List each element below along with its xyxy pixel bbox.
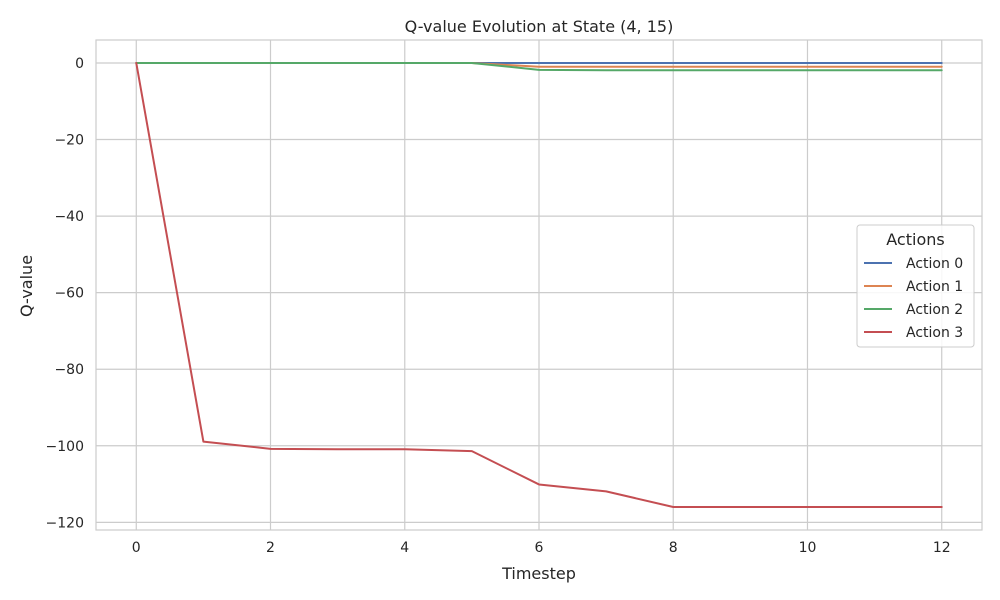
chart-title: Q-value Evolution at State (4, 15)	[405, 17, 674, 36]
plot-frame	[95, 39, 983, 531]
y-tick-label: 0	[75, 56, 84, 72]
legend[interactable]: Actions Action 0 Action 1 Action 2 Action 3	[856, 224, 975, 348]
y-tick-label: −60	[54, 286, 84, 302]
y-tick-label: −120	[46, 515, 84, 531]
legend-label-action-2: Action 2	[906, 302, 963, 318]
legend-title: Actions	[886, 230, 944, 249]
y-tick-label: −40	[54, 209, 84, 225]
x-tick-label: 4	[400, 540, 409, 556]
series-layer	[135, 61, 943, 509]
y-tick-label: −20	[54, 133, 84, 149]
x-tick-label: 8	[669, 540, 678, 556]
x-axis-ticks: 0 2 4 6 8 10 12	[132, 540, 951, 556]
x-tick-label: 10	[799, 540, 817, 556]
x-tick-label: 2	[266, 540, 275, 556]
series-line-action-3	[135, 61, 943, 509]
y-axis-label: Q-value	[17, 255, 36, 317]
legend-label-action-0: Action 0	[906, 256, 963, 272]
y-tick-label: −100	[46, 439, 84, 455]
y-axis-ticks: 0 −20 −40 −60 −80 −100 −120	[46, 56, 84, 531]
legend-items: Action 0 Action 1 Action 2 Action 3	[864, 256, 963, 341]
legend-frame	[856, 224, 975, 348]
legend-label-action-1: Action 1	[906, 279, 963, 295]
y-tick-label: −80	[54, 362, 84, 378]
x-tick-label: 6	[535, 540, 544, 556]
x-tick-label: 12	[933, 540, 951, 556]
x-tick-label: 0	[132, 540, 141, 556]
series-line-action-2	[135, 61, 943, 72]
grid	[96, 40, 982, 530]
legend-label-action-3: Action 3	[906, 325, 963, 341]
x-axis-label: Timestep	[501, 564, 576, 583]
